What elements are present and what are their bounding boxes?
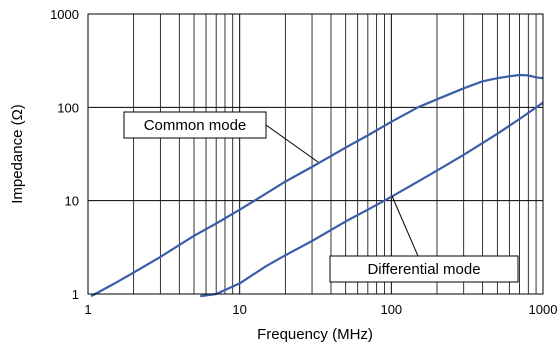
plot-frame bbox=[87, 13, 544, 295]
tick-labels: 1 10 100 1000 1 10 100 1000 bbox=[50, 7, 557, 317]
y-tick-label: 1 bbox=[72, 287, 79, 302]
grid-lines bbox=[88, 14, 543, 294]
series-line-common-mode bbox=[90, 73, 544, 298]
x-tick-label: 10 bbox=[232, 302, 246, 317]
x-tick-label: 1000 bbox=[529, 302, 558, 317]
x-tick-label: 100 bbox=[380, 302, 402, 317]
y-tick-label: 100 bbox=[57, 100, 79, 115]
callout-label: Differential mode bbox=[367, 261, 480, 278]
callout-label: Common mode bbox=[144, 117, 247, 134]
callout-leader bbox=[391, 195, 419, 257]
callout-box bbox=[329, 255, 519, 283]
callout-box bbox=[123, 111, 267, 139]
series-line-differential-mode bbox=[200, 101, 544, 298]
y-axis-label: Impedance (Ω) bbox=[9, 104, 26, 204]
series-lines bbox=[90, 73, 544, 298]
callouts: Common mode Differential mode bbox=[123, 111, 519, 283]
callout-leader bbox=[265, 124, 319, 163]
y-tick-label: 10 bbox=[65, 194, 79, 209]
x-axis-label: Frequency (MHz) bbox=[257, 326, 373, 343]
x-tick-label: 1 bbox=[84, 302, 91, 317]
y-tick-label: 1000 bbox=[50, 7, 79, 22]
